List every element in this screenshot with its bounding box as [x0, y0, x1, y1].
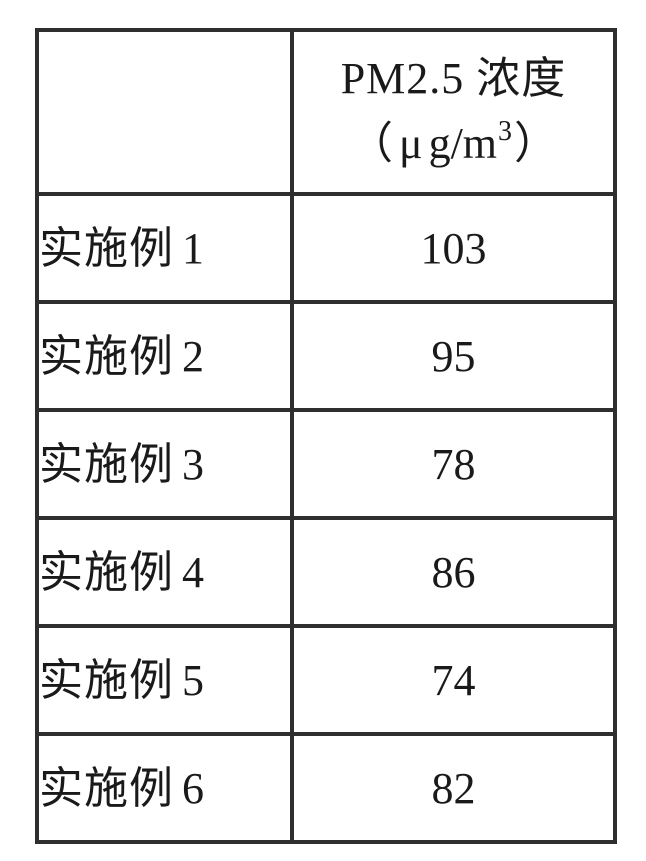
- unit-g: g: [429, 119, 451, 168]
- table-row: 实施例5 74: [37, 626, 615, 734]
- table-container: PM2.5 浓度 （μg/m3） 实施例1 103 实施例2 95 实施例3 7: [0, 0, 646, 861]
- unit-slash: /: [451, 119, 463, 168]
- table-header-row: PM2.5 浓度 （μg/m3）: [37, 30, 615, 194]
- unit-close-paren: ）: [514, 116, 558, 171]
- table-row: 实施例6 82: [37, 734, 615, 842]
- row-value: 95: [292, 302, 615, 410]
- unit-m: m: [463, 119, 497, 168]
- row-label: 实施例6: [37, 734, 292, 842]
- row-label: 实施例4: [37, 518, 292, 626]
- row-value: 74: [292, 626, 615, 734]
- header-title-text: PM2.5 浓度: [304, 51, 603, 106]
- row-label: 实施例3: [37, 410, 292, 518]
- table-row: 实施例4 86: [37, 518, 615, 626]
- row-value: 103: [292, 194, 615, 302]
- unit-sup: 3: [498, 116, 512, 147]
- row-label: 实施例5: [37, 626, 292, 734]
- header-unit: （μg/m3）: [304, 116, 603, 171]
- row-label: 实施例2: [37, 302, 292, 410]
- table-row: 实施例2 95: [37, 302, 615, 410]
- row-value: 82: [292, 734, 615, 842]
- row-label: 实施例1: [37, 194, 292, 302]
- header-empty: [37, 30, 292, 194]
- table-row: 实施例3 78: [37, 410, 615, 518]
- header-pm25: PM2.5 浓度 （μg/m3）: [292, 30, 615, 194]
- unit-open-paren: （: [349, 116, 393, 171]
- row-value: 78: [292, 410, 615, 518]
- row-value: 86: [292, 518, 615, 626]
- table-row: 实施例1 103: [37, 194, 615, 302]
- unit-mu: μ: [399, 119, 429, 168]
- pm25-table: PM2.5 浓度 （μg/m3） 实施例1 103 实施例2 95 实施例3 7: [35, 28, 617, 844]
